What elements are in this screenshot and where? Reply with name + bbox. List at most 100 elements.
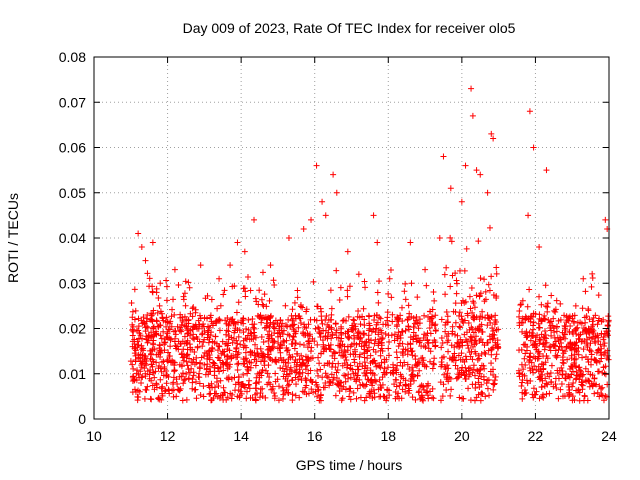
data-point (141, 365, 148, 372)
data-point (265, 362, 272, 369)
data-point (563, 343, 570, 350)
data-point-peak (374, 239, 381, 246)
data-point (226, 361, 233, 368)
data-point (361, 397, 368, 404)
data-point (298, 377, 305, 384)
data-point (293, 361, 300, 368)
x-tick-label: 16 (307, 428, 323, 444)
data-point (285, 356, 292, 363)
data-point (478, 328, 485, 335)
data-point (370, 386, 377, 393)
data-point (198, 354, 205, 361)
data-point (371, 316, 378, 323)
data-point (557, 386, 564, 393)
data-point (344, 287, 351, 294)
x-tick-label: 18 (380, 428, 396, 444)
data-point (344, 293, 351, 300)
data-point (211, 339, 218, 346)
data-point (345, 328, 352, 335)
data-point (572, 376, 579, 383)
data-point (542, 375, 549, 382)
data-point (284, 382, 291, 389)
data-point (131, 386, 138, 393)
data-point (415, 325, 422, 332)
data-point (523, 377, 530, 384)
data-point (245, 381, 252, 388)
data-point (429, 306, 436, 313)
data-point (132, 307, 139, 314)
data-point (149, 317, 156, 324)
data-point (458, 339, 465, 346)
data-point (171, 367, 178, 374)
data-point (386, 392, 393, 399)
data-point (303, 306, 310, 313)
data-point (561, 392, 568, 399)
data-point (284, 389, 291, 396)
data-point (419, 354, 426, 361)
data-point (244, 388, 251, 395)
data-point (563, 313, 570, 320)
data-point (350, 316, 357, 323)
data-point (246, 359, 253, 366)
data-point (318, 350, 325, 357)
data-point (356, 376, 363, 383)
data-point (573, 339, 580, 346)
data-point (545, 317, 552, 324)
y-tick-label: 0.04 (59, 230, 86, 246)
data-point (407, 334, 414, 341)
data-point (292, 340, 299, 347)
data-point (205, 382, 212, 389)
data-point (375, 299, 382, 306)
data-point (384, 387, 391, 394)
data-point (200, 323, 207, 330)
data-point (580, 397, 587, 404)
data-point (538, 361, 545, 368)
data-point (175, 281, 182, 288)
data-point (585, 358, 592, 365)
y-tick-label: 0.02 (59, 321, 86, 337)
data-point (477, 275, 484, 282)
data-point (341, 372, 348, 379)
data-point (177, 385, 184, 392)
data-point (282, 359, 289, 366)
data-point (573, 387, 580, 394)
data-point (244, 274, 251, 281)
data-point (310, 389, 317, 396)
data-point (150, 307, 157, 314)
data-point (528, 313, 535, 320)
data-point (296, 356, 303, 363)
data-point (214, 354, 221, 361)
data-point (558, 364, 565, 371)
data-point (210, 360, 217, 367)
data-point (292, 392, 299, 399)
data-point (518, 319, 525, 326)
data-point (213, 320, 220, 327)
data-point (235, 299, 242, 306)
data-point (129, 327, 136, 334)
data-point (399, 328, 406, 335)
data-point (366, 390, 373, 397)
data-point (206, 336, 213, 343)
data-point (471, 304, 478, 311)
data-point (389, 311, 396, 318)
data-point (243, 325, 250, 332)
data-point (449, 354, 456, 361)
data-point (318, 313, 325, 320)
data-point (149, 289, 156, 296)
data-point (408, 348, 415, 355)
data-point (385, 332, 392, 339)
data-point-peak (407, 239, 414, 246)
data-point (299, 388, 306, 395)
data-point (172, 342, 179, 349)
data-point (345, 335, 352, 342)
data-point (577, 331, 584, 338)
data-point (547, 343, 554, 350)
data-point (443, 308, 450, 315)
data-point (546, 373, 553, 380)
data-point (166, 353, 173, 360)
data-point (271, 395, 278, 402)
y-tick-label: 0.07 (59, 94, 86, 110)
data-point (447, 234, 454, 241)
data-point (571, 396, 578, 403)
data-point (413, 335, 420, 342)
